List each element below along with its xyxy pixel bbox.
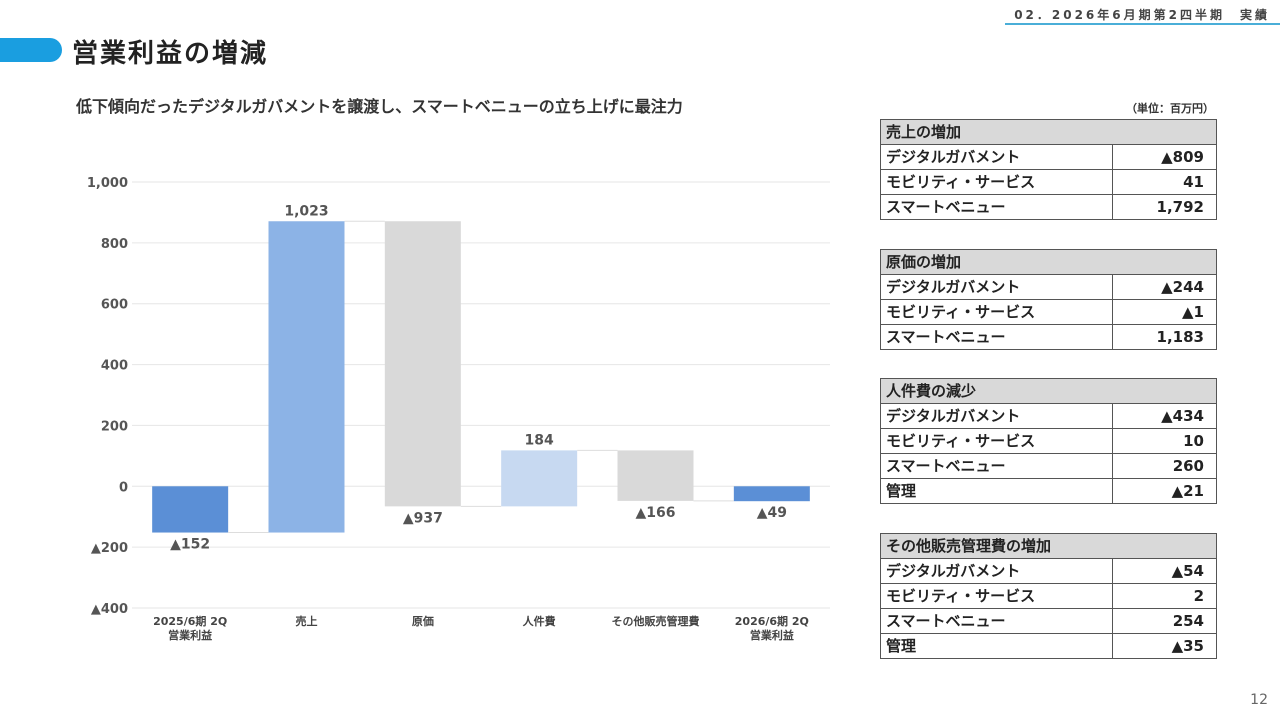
- breakdown-table: 人件費の減少 デジタルガバメント ▲434 モビリティ・サービス 10 スマートベニュー 2…: [880, 378, 1217, 504]
- x-tick-label: 人件費: [523, 614, 556, 628]
- segment-value: ▲244: [1112, 274, 1217, 300]
- segment-name: モビリティ・サービス: [880, 299, 1113, 325]
- table-row: 管理 ▲21: [880, 478, 1217, 504]
- data-label: 184: [525, 432, 554, 448]
- segment-name: デジタルガバメント: [880, 274, 1113, 300]
- table-header: 原価の増加: [880, 249, 1217, 275]
- bar: [501, 450, 578, 507]
- x-tick-label: 2025/6期 2Q: [153, 614, 227, 628]
- segment-value: ▲1: [1112, 299, 1217, 325]
- segment-value: ▲54: [1112, 558, 1217, 584]
- header-divider: [1005, 23, 1280, 25]
- segment-value: ▲809: [1112, 144, 1217, 170]
- data-label: ▲49: [757, 505, 787, 521]
- x-tick-label: 原価: [412, 614, 434, 628]
- segment-name: モビリティ・サービス: [880, 169, 1113, 195]
- segment-name: スマートベニュー: [880, 608, 1113, 634]
- table-row: モビリティ・サービス 2: [880, 583, 1217, 609]
- table-row: デジタルガバメント ▲434: [880, 403, 1217, 429]
- bar: [152, 486, 229, 533]
- table-row: スマートベニュー 1,183: [880, 324, 1217, 350]
- x-tick-label: 営業利益: [750, 628, 794, 642]
- segment-value: ▲21: [1112, 478, 1217, 504]
- page-number: 12: [1250, 692, 1268, 708]
- table-header: その他販売管理費の増加: [880, 533, 1217, 559]
- page-title: 営業利益の増減: [72, 39, 269, 69]
- segment-name: 管理: [880, 633, 1113, 659]
- table-row: デジタルガバメント ▲54: [880, 558, 1217, 584]
- table-row: モビリティ・サービス 41: [880, 169, 1217, 195]
- bar: [384, 221, 461, 507]
- x-tick-label: 営業利益: [168, 628, 212, 642]
- data-label: ▲166: [636, 505, 676, 521]
- x-tick-label: 売上: [296, 614, 318, 628]
- bar: [733, 486, 810, 502]
- data-label: ▲937: [403, 510, 443, 526]
- table-row: 管理 ▲35: [880, 633, 1217, 659]
- y-tick-label: ▲200: [91, 541, 128, 556]
- y-tick-label: 400: [101, 359, 128, 374]
- table-header: 売上の増加: [880, 119, 1217, 145]
- segment-value: 2: [1112, 583, 1217, 609]
- segment-value: 1,792: [1112, 194, 1217, 220]
- table-header: 人件費の減少: [880, 378, 1217, 404]
- segment-value: 254: [1112, 608, 1217, 634]
- y-tick-label: ▲400: [91, 602, 128, 617]
- table-row: スマートベニュー 1,792: [880, 194, 1217, 220]
- table-row: スマートベニュー 254: [880, 608, 1217, 634]
- segment-value: 260: [1112, 453, 1217, 479]
- table-row: モビリティ・サービス ▲1: [880, 299, 1217, 325]
- segment-name: スマートベニュー: [880, 453, 1113, 479]
- y-tick-label: 0: [119, 480, 128, 495]
- title-accent-bar: [0, 38, 62, 62]
- x-tick-label: 2026/6期 2Q: [735, 614, 809, 628]
- segment-name: 管理: [880, 478, 1113, 504]
- data-label: ▲152: [170, 537, 210, 553]
- segment-value: 10: [1112, 428, 1217, 454]
- segment-name: デジタルガバメント: [880, 403, 1113, 429]
- waterfall-chart: ▲400 ▲200 0 200 400 600 800 1,000 ▲152 2025/6期 2Q…: [87, 176, 830, 642]
- table-row: モビリティ・サービス 10: [880, 428, 1217, 454]
- segment-name: スマートベニュー: [880, 194, 1113, 220]
- bar: [268, 221, 345, 533]
- segment-value: 1,183: [1112, 324, 1217, 350]
- table-row: デジタルガバメント ▲809: [880, 144, 1217, 170]
- breakdown-table: 売上の増加 デジタルガバメント ▲809 モビリティ・サービス 41 スマートベニュー 1,…: [880, 119, 1217, 220]
- x-tick-label: その他販売管理費: [612, 614, 700, 628]
- segment-value: ▲434: [1112, 403, 1217, 429]
- segment-name: モビリティ・サービス: [880, 583, 1113, 609]
- segment-name: モビリティ・サービス: [880, 428, 1113, 454]
- bar: [617, 450, 694, 501]
- segment-value: ▲35: [1112, 633, 1217, 659]
- segment-name: デジタルガバメント: [880, 558, 1113, 584]
- y-tick-label: 600: [101, 298, 128, 313]
- y-tick-label: 800: [101, 237, 128, 252]
- segment-name: デジタルガバメント: [880, 144, 1113, 170]
- y-tick-label: 200: [101, 419, 128, 434]
- unit-label: （単位：百万円）: [1126, 102, 1214, 115]
- page-subtitle: 低下傾向だったデジタルガバメントを譲渡し、スマートベニューの立ち上げに最注力: [76, 97, 683, 116]
- y-tick-label: 1,000: [87, 176, 128, 191]
- segment-value: 41: [1112, 169, 1217, 195]
- table-row: デジタルガバメント ▲244: [880, 274, 1217, 300]
- breakdown-table: その他販売管理費の増加 デジタルガバメント ▲54 モビリティ・サービス 2 スマートベニ…: [880, 533, 1217, 659]
- section-tag: 02．2026年6月期第2四半期 実績: [1014, 8, 1270, 22]
- breakdown-table: 原価の増加 デジタルガバメント ▲244 モビリティ・サービス ▲1 スマートベニュー 1,…: [880, 249, 1217, 350]
- segment-name: スマートベニュー: [880, 324, 1113, 350]
- data-label: 1,023: [284, 203, 328, 219]
- table-row: スマートベニュー 260: [880, 453, 1217, 479]
